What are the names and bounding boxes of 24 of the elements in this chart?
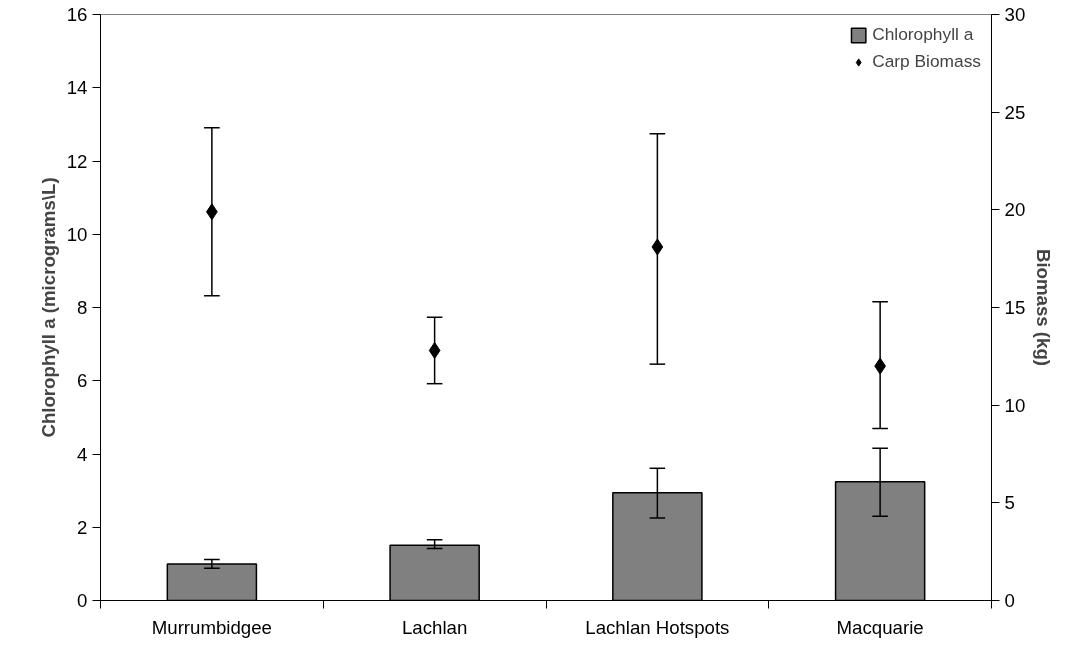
y-tick-label: 8: [77, 297, 88, 318]
x-tick-label: Lachlan Hotspots: [585, 616, 730, 638]
y2-tick-label: 15: [1004, 297, 1026, 318]
y-tick-label: 4: [77, 443, 88, 465]
y-tick-label: 12: [66, 150, 88, 172]
legend-label: Chlorophyll a: [872, 24, 974, 45]
y2-axis-title: Biomass (kg): [1033, 248, 1055, 367]
x-tick-label: Murrumbidgee: [151, 616, 273, 638]
y-tick-label: 14: [66, 77, 88, 99]
y2-tick-label: 0: [1004, 590, 1015, 611]
y2-tick-label: 30: [1004, 4, 1026, 25]
y2-tick-label: 25: [1004, 101, 1026, 123]
y-tick-label: 0: [77, 590, 88, 611]
y2-tick-label: 20: [1004, 199, 1026, 221]
y2-tick-label: 10: [1004, 394, 1026, 416]
y-tick-label: 2: [77, 516, 88, 538]
y-tick-label: 16: [66, 4, 88, 25]
y-axis-title: Chlorophyll a (micrograms\L): [37, 177, 59, 438]
x-tick-label: Macquarie: [836, 616, 924, 638]
y-tick-label: 10: [66, 223, 88, 245]
y-tick-label: 6: [77, 370, 88, 392]
x-tick-label: Lachlan: [401, 616, 468, 638]
legend-label: Carp Biomass: [872, 51, 981, 72]
y2-tick-label: 5: [1004, 492, 1015, 514]
